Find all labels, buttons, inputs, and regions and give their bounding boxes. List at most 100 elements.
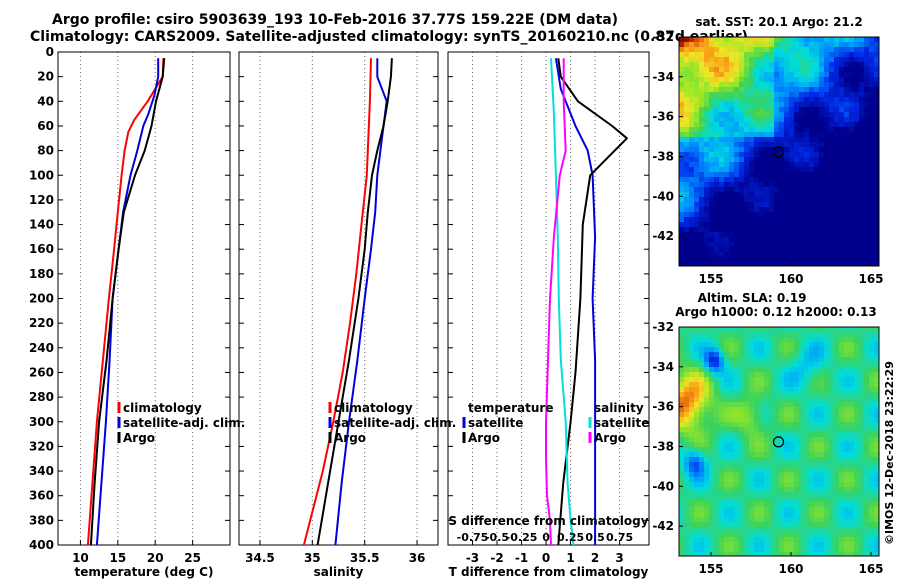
difference-series-salinity-argo bbox=[545, 58, 567, 546]
salinity-series-argo bbox=[316, 58, 393, 546]
depth-tick-label: 140 bbox=[29, 218, 54, 232]
sla_map-xtick-label: 165 bbox=[858, 562, 883, 576]
difference-xtick-label: 3 bbox=[615, 551, 623, 565]
difference-xlabel: T difference from climatology bbox=[449, 565, 649, 579]
sst_map-ytick-label: -42 bbox=[652, 229, 674, 243]
temperature-xtick-label: 15 bbox=[109, 551, 126, 565]
legend-label-satellite-adj-clim: satellite-adj. clim. bbox=[123, 416, 245, 430]
sst_map-xtick-label: 165 bbox=[858, 272, 883, 286]
difference-xtick-label: 0 bbox=[542, 551, 550, 565]
sla_map-panel: 155 160 165 -32 -34 -36 -38 -40 -42 Altim. SLA: 0… bbox=[652, 291, 883, 576]
depth-tick-label: 360 bbox=[29, 489, 54, 503]
difference-xtick-label: -2 bbox=[490, 551, 503, 565]
difference-s-tick-label: -0.25 bbox=[506, 531, 538, 544]
sst_map-ytick-label: -32 bbox=[652, 30, 674, 44]
salinity-frame bbox=[238, 51, 439, 546]
salinity-xtick-label: 35.5 bbox=[350, 551, 380, 565]
difference-series-temperature-satellite bbox=[554, 58, 597, 545]
sla_map-raster bbox=[679, 327, 879, 556]
temperature-xtick-label: 20 bbox=[147, 551, 164, 565]
chart-title-line2: Climatology: CARS2009. Satellite-adjuste… bbox=[30, 29, 748, 45]
sla-map-title-line2: Argo h1000: 0.12 h2000: 0.13 bbox=[675, 305, 876, 319]
sst_map-raster bbox=[679, 37, 879, 266]
sst_map-ytick-label: -38 bbox=[652, 149, 674, 163]
temperature-series-satellite-adj-clim bbox=[95, 58, 160, 546]
sst_map-ytick-label: -34 bbox=[652, 70, 674, 84]
depth-tick-label: 380 bbox=[29, 513, 54, 527]
sst_map-xtick-label: 155 bbox=[698, 272, 723, 286]
temperature-series-argo bbox=[89, 58, 166, 546]
legend-heading-temperature: temperature bbox=[468, 401, 553, 415]
temperature-xtick-label: 25 bbox=[184, 551, 201, 565]
copyright-watermark: ©IMOS 12-Dec-2018 23:22:29 bbox=[883, 361, 896, 545]
legend-label-argo: Argo bbox=[594, 431, 626, 445]
sla-map-title-line1: Altim. SLA: 0.19 bbox=[698, 291, 807, 305]
salinity-series-satellite-adj-clim bbox=[334, 58, 388, 546]
temperature-frame bbox=[57, 51, 231, 546]
depth-tick-label: 220 bbox=[29, 316, 54, 330]
difference-frame bbox=[447, 51, 650, 546]
legend-label-satellite-adj-clim: satellite-adj. clim. bbox=[334, 416, 456, 430]
salinity-xlabel: salinity bbox=[314, 565, 364, 579]
sst_map-argo-location-marker bbox=[772, 146, 785, 158]
salinity-panel: 34.5 35 35.5 36 salinity climatologysatellite… bbox=[238, 51, 456, 579]
depth-tick-label: 200 bbox=[29, 292, 54, 306]
depth-tick-label: 180 bbox=[29, 267, 54, 281]
difference-xtick-label: 2 bbox=[591, 551, 599, 565]
legend-label-satellite: satellite bbox=[468, 416, 523, 430]
difference-s-tick-label: 0.5 bbox=[585, 531, 605, 544]
salinity-xtick-label: 36 bbox=[409, 551, 426, 565]
temperature-xlabel: temperature (deg C) bbox=[75, 565, 214, 579]
depth-tick-label: 320 bbox=[29, 439, 54, 453]
sla_map-argo-location-marker bbox=[772, 436, 785, 448]
difference-xtick-label: -3 bbox=[466, 551, 479, 565]
legend-label-argo: Argo bbox=[123, 431, 155, 445]
difference-s-tick-label: -0.75 bbox=[457, 531, 489, 544]
depth-tick-label: 120 bbox=[29, 193, 54, 207]
difference-panel: -3 -2 -1 0 1 2 3T difference from climatology -… bbox=[447, 51, 650, 579]
salinity-xtick-label: 35 bbox=[304, 551, 321, 565]
sla_map-xtick-label: 160 bbox=[778, 562, 803, 576]
difference-s-tick-label: 0.25 bbox=[557, 531, 584, 544]
depth-tick-label: 280 bbox=[29, 390, 54, 404]
difference-series-temperature-argo bbox=[557, 58, 628, 546]
legend-label-argo: Argo bbox=[334, 431, 366, 445]
sla_map-ytick-label: -36 bbox=[652, 400, 674, 414]
depth-tick-label: 240 bbox=[29, 341, 54, 355]
depth-tick-label: 340 bbox=[29, 464, 54, 478]
difference-s-tick-label: -0.5 bbox=[485, 531, 509, 544]
difference-series-salinity-satellite bbox=[550, 58, 575, 546]
depth-tick-label: 40 bbox=[37, 94, 54, 108]
sla_map-ytick-label: -32 bbox=[652, 320, 674, 334]
temperature-xtick-label: 10 bbox=[72, 551, 89, 565]
temperature-series-climatology bbox=[86, 58, 165, 546]
sla_map-ytick-label: -42 bbox=[652, 519, 674, 533]
difference-s-xlabel: S difference from climatology bbox=[448, 514, 648, 528]
sla_map-ytick-label: -38 bbox=[652, 439, 674, 453]
legend-heading-salinity: salinity bbox=[594, 401, 644, 415]
difference-s-tick-label: 0.75 bbox=[606, 531, 633, 544]
sla_map-ytick-label: -34 bbox=[652, 360, 674, 374]
depth-tick-label: 260 bbox=[29, 365, 54, 379]
sst_map-xtick-label: 160 bbox=[778, 272, 803, 286]
depth-tick-label: 400 bbox=[29, 538, 54, 552]
difference-xtick-label: -1 bbox=[515, 551, 528, 565]
sst_map-frame bbox=[678, 36, 880, 267]
difference-s-tick-label: 0 bbox=[542, 531, 550, 544]
chart-title-line1: Argo profile: csiro 5903639_193 10-Feb-2… bbox=[52, 12, 619, 28]
sla_map-ytick-label: -40 bbox=[652, 479, 674, 493]
sst_map-panel: 155 160 165 -32 -34 -36 -38 -40 -42 sat. SST: 20.… bbox=[652, 15, 883, 286]
salinity-xtick-label: 34.5 bbox=[245, 551, 275, 565]
depth-tick-label: 80 bbox=[37, 144, 54, 158]
sst_map-ytick-label: -36 bbox=[652, 110, 674, 124]
depth-tick-label: 60 bbox=[37, 119, 54, 133]
sst-map-title: sat. SST: 20.1 Argo: 21.2 bbox=[695, 15, 862, 29]
legend-label-climatology: climatology bbox=[123, 401, 202, 415]
depth-tick-label: 160 bbox=[29, 242, 54, 256]
legend-label-satellite: satellite bbox=[594, 416, 649, 430]
legend-label-argo: Argo bbox=[468, 431, 500, 445]
difference-xtick-label: 1 bbox=[566, 551, 574, 565]
sst_map-ytick-label: -40 bbox=[652, 189, 674, 203]
